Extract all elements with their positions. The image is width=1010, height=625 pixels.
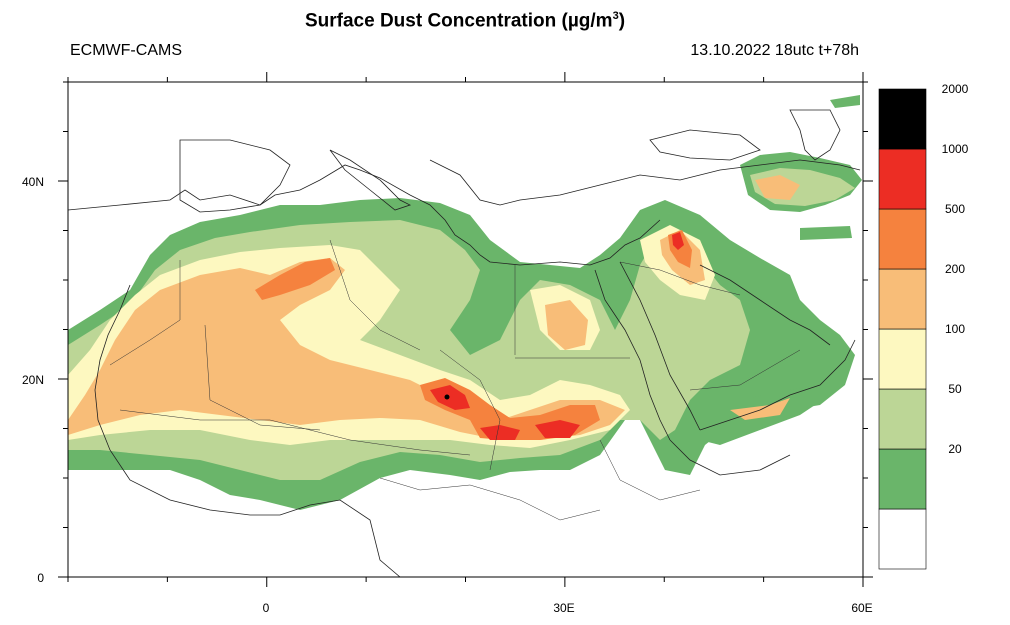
dust-level-200-arabia-south (730, 398, 790, 420)
colorbar-swatch (878, 328, 927, 390)
dust-level-1000-chad (480, 425, 520, 440)
colorbar-label: 100 (945, 322, 965, 336)
colorbar-label: 500 (945, 202, 965, 216)
title-mu: µ (567, 10, 579, 32)
border-central-africa (379, 477, 601, 521)
colorbar-label: 20 (948, 442, 962, 456)
greece-turkey-outline (429, 159, 861, 206)
red-sea-west (594, 269, 671, 441)
border-morocco-algeria (109, 260, 181, 366)
border-saudi-iraq (619, 261, 741, 296)
title-text: Surface Dust Concentration ( (304, 10, 568, 32)
dust-level-200-sudan (545, 300, 588, 350)
run-time: 13.10.2022 18utc t+78h (690, 42, 859, 59)
border-algeria-libya (329, 239, 421, 351)
x-label-60e: 60E (851, 601, 872, 615)
red-sea-east (619, 261, 701, 431)
colorbar-swatch (878, 508, 927, 570)
europe-south-coast (68, 164, 661, 266)
africa-west-coast (94, 284, 401, 577)
dust-level-20-north (830, 95, 860, 108)
dust-level-1000-sudan (535, 420, 580, 438)
dust-level-500-algeria (255, 258, 335, 300)
dust-level-200 (68, 258, 625, 440)
page-title: Surface Dust Concentration (µg/m3) (0, 10, 930, 32)
border-mali-niger (204, 324, 321, 431)
black-sea (649, 129, 761, 161)
y-label-20n: 20N (22, 373, 44, 387)
model-name: ECMWF-CAMS (70, 42, 182, 59)
dust-level-2000 (444, 394, 450, 400)
colorbar-swatch (878, 448, 927, 510)
x-label-0: 0 (263, 601, 270, 615)
colorbar-label: 200 (945, 262, 965, 276)
italy-outline (329, 149, 412, 211)
x-label-30e: 30E (553, 601, 574, 615)
title-exponent: 3 (612, 10, 619, 22)
dust-level-1000 (430, 385, 470, 410)
y-label-40n: 40N (22, 175, 44, 189)
colorbar-swatch (878, 268, 927, 330)
title-unit: g/m (578, 10, 613, 32)
border-ethiopia (599, 439, 701, 501)
colorbar-swatch (878, 388, 927, 450)
dust-level-1000-iraq (672, 232, 684, 250)
border-saudi-yemen (689, 349, 801, 391)
dust-level-20-iran (800, 226, 852, 240)
country-borders (109, 239, 801, 521)
colorbar-swatch (878, 88, 927, 150)
caspian-sea (789, 109, 841, 161)
dust-field (68, 95, 862, 510)
iberia-outline (179, 139, 291, 213)
colorbar-label: 1000 (942, 142, 969, 156)
colorbar-label: 2000 (942, 82, 969, 96)
colorbar-swatch (878, 208, 927, 270)
y-label-0: 0 (37, 571, 44, 585)
colorbar-swatch (878, 148, 927, 210)
persian-gulf (699, 264, 831, 346)
coastlines (68, 109, 861, 577)
horn-of-africa (669, 439, 791, 476)
border-sahel (119, 409, 471, 456)
axis-ticks (58, 72, 873, 587)
colorbar: 20 50 100 200 500 1000 2000 (878, 82, 969, 570)
arabia-south-coast (699, 339, 856, 431)
dust-level-200-turkey (755, 175, 800, 200)
colorbar-label: 50 (948, 382, 962, 396)
border-chad-sudan (439, 349, 501, 471)
title-close: ) (618, 10, 626, 32)
